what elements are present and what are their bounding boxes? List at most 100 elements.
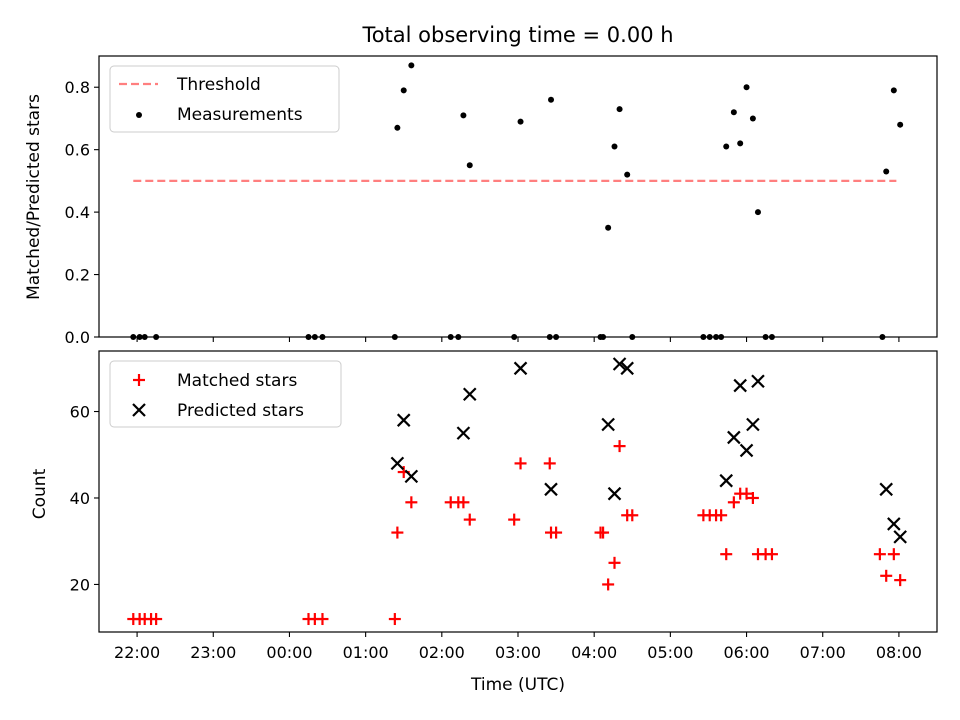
bottom-plot-marks [127, 357, 907, 626]
matched-star-point [746, 491, 759, 504]
matched-star-point [720, 548, 733, 561]
top-y-tick-label: 0.0 [65, 328, 90, 347]
measurement-point [616, 106, 623, 113]
legend-measurements-label: Measurements [177, 105, 303, 125]
matched-star-point [508, 513, 521, 526]
matched-star-point [894, 574, 907, 587]
bottom-legend: Matched stars Predicted stars [109, 360, 342, 428]
x-tick-label: 00:00 [266, 643, 312, 662]
measurement-point [897, 121, 904, 128]
predicted-star-point [733, 378, 747, 393]
matched-star-point [514, 457, 527, 470]
bottom-plot-frame [98, 350, 938, 633]
predicted-star-point [601, 417, 615, 432]
x-tick-label: 23:00 [190, 643, 236, 662]
measurement-point [394, 124, 401, 131]
top-legend-box [109, 65, 340, 133]
matched-star-point [626, 509, 639, 522]
top-legend: Threshold Measurements [109, 65, 340, 133]
x-tick-label: 04:00 [571, 643, 617, 662]
matched-star-point [740, 487, 753, 500]
measurement-point [624, 171, 631, 178]
predicted-star-point [620, 361, 634, 376]
measurement-point [611, 143, 618, 150]
matched-star-point [457, 496, 470, 509]
legend-predicted-swatch [132, 403, 146, 417]
predicted-star-point [739, 443, 754, 458]
matched-star-point [463, 513, 476, 526]
measurement-point [605, 224, 612, 231]
measurement-point [890, 87, 897, 94]
measurement-point [517, 118, 524, 125]
measurement-point [754, 209, 761, 216]
x-tick-label: 08:00 [876, 643, 922, 662]
x-tick-label: 05:00 [647, 643, 693, 662]
x-tick-label: 01:00 [343, 643, 389, 662]
predicted-star-point [746, 417, 760, 432]
x-tick-label: 03:00 [495, 643, 541, 662]
top-y-tick-label: 0.2 [65, 266, 90, 285]
matched-star-point [316, 613, 329, 626]
top-plot-frame [98, 55, 938, 338]
measurement-point [730, 109, 737, 116]
top-axis-ticks: 0.0 0.2 0.4 0.6 0.8 [65, 78, 900, 347]
predicted-star-point [396, 413, 411, 427]
x-tick-label: 06:00 [723, 643, 769, 662]
predicted-star-point [612, 357, 627, 371]
predicted-star-point [887, 517, 901, 531]
top-y-axis-label: Matched/Predicted stars [24, 94, 44, 300]
measurement-point [466, 162, 473, 169]
predicted-star-point [404, 469, 419, 484]
matched-star-point [613, 440, 626, 453]
predicted-star-point [893, 530, 907, 544]
predicted-star-point [462, 387, 477, 402]
bottom-y-axis-label: Count [30, 468, 50, 519]
top-y-tick-label: 0.8 [65, 78, 90, 97]
legend-matched-label: Matched stars [177, 371, 297, 391]
matched-star-point [597, 526, 610, 539]
matched-star-point [765, 548, 778, 561]
predicted-star-point [727, 430, 741, 445]
matched-star-point [608, 556, 621, 569]
bottom-panel: 22:00 23:00 00:00 01:00 02:00 03:00 04:00 05:00… [30, 350, 938, 695]
legend-predicted-label: Predicted stars [177, 401, 304, 421]
bottom-y-tick-label: 60 [70, 403, 90, 422]
measurement-point [400, 87, 407, 94]
x-tick-label: 02:00 [419, 643, 465, 662]
predicted-star-point [544, 482, 558, 497]
matched-star-point [405, 496, 418, 509]
predicted-star-point [456, 426, 471, 440]
measurement-point [737, 140, 744, 147]
x-tick-label: 22:00 [114, 643, 160, 662]
legend-threshold-label: Threshold [176, 75, 261, 95]
matched-star-point [391, 526, 404, 539]
predicted-star-point [607, 486, 622, 501]
bottom-y-tick-label: 40 [70, 489, 90, 508]
matched-star-point [727, 496, 740, 509]
matched-star-point [873, 548, 886, 561]
legend-matched-swatch [133, 374, 145, 386]
top-y-tick-label: 0.4 [65, 203, 90, 222]
measurement-point [548, 96, 555, 103]
predicted-star-point [719, 473, 734, 488]
matched-star-point [543, 457, 556, 470]
matched-star-point [880, 569, 893, 582]
matched-star-point [715, 509, 728, 522]
matched-star-point [150, 613, 163, 626]
bottom-legend-box [109, 360, 342, 428]
matched-star-point [887, 548, 900, 561]
measurement-point [723, 143, 730, 150]
matched-star-point [388, 613, 401, 626]
predicted-star-point [390, 456, 405, 471]
legend-measurements-swatch [136, 112, 142, 118]
measurement-point [749, 115, 756, 122]
x-axis-label: Time (UTC) [470, 675, 565, 695]
measurement-point [883, 168, 890, 175]
matched-star-point [602, 578, 615, 591]
predicted-star-point [751, 374, 765, 389]
measurement-point [743, 84, 750, 91]
predicted-star-point [879, 482, 893, 497]
measurement-point [460, 112, 467, 119]
x-tick-label: 07:00 [800, 643, 846, 662]
